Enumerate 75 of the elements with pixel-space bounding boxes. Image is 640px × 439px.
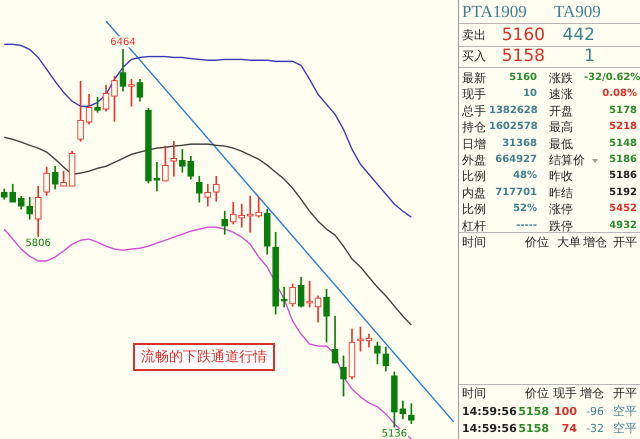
- text: 1602578: [489, 120, 538, 134]
- text: 总手: [462, 104, 486, 118]
- text: 14:59:56: [462, 422, 517, 435]
- text: 442: [562, 24, 595, 46]
- text: 14:59:56: [462, 405, 517, 418]
- text: 昨收: [549, 168, 574, 184]
- text: 5218: [608, 120, 637, 134]
- text: 现手: [552, 385, 577, 402]
- text: 4932: [608, 218, 637, 233]
- candlestick: [306, 280, 313, 308]
- text: 现手: [462, 86, 487, 102]
- text: 内盘: [462, 184, 487, 201]
- candlestick: [94, 96, 101, 113]
- text: 5186: [608, 153, 637, 167]
- text: 增仓: [579, 385, 604, 402]
- text: 昨结: [549, 184, 574, 201]
- text: 31368: [501, 136, 537, 151]
- text: 空平: [612, 420, 637, 437]
- text: TA909: [554, 1, 602, 23]
- text: 持仓: [462, 120, 486, 134]
- text: 52%: [512, 202, 537, 216]
- text: -----: [515, 218, 537, 233]
- text: 比例: [462, 168, 487, 184]
- text: 5160: [500, 24, 545, 46]
- text: -32: [585, 421, 604, 437]
- text: 时间: [462, 234, 487, 251]
- text: 最新: [462, 70, 487, 86]
- text: -32/0.62%: [584, 71, 640, 85]
- text: 速涨: [549, 86, 574, 102]
- annotation: 流畅的下跌通道行情: [133, 343, 275, 371]
- text: 5186: [608, 169, 637, 184]
- text: 买入: [462, 48, 487, 65]
- text: 开平: [612, 385, 637, 402]
- text: 开盘: [549, 102, 574, 119]
- text: 卖出: [462, 27, 487, 44]
- text: 5148: [608, 136, 637, 151]
- text: 74: [560, 421, 577, 437]
- text: 717701: [494, 186, 537, 200]
- text: 48%: [512, 169, 537, 184]
- text: 开平: [612, 234, 637, 251]
- text: 最低: [549, 136, 574, 152]
- text: 5452: [608, 202, 637, 216]
- text: 1382628: [489, 104, 538, 118]
- text: 最高: [549, 119, 574, 136]
- annotation: 6464: [110, 37, 136, 48]
- text: 5158: [518, 405, 549, 418]
- text: 10: [522, 87, 537, 102]
- candlestick: [366, 334, 372, 348]
- text: -96: [585, 404, 604, 420]
- text: 日增: [462, 136, 487, 152]
- text: 5160: [508, 71, 537, 85]
- text: 5178: [608, 104, 637, 118]
- text: 时间: [462, 385, 487, 402]
- text: 杠杆: [462, 218, 487, 234]
- text: 增仓: [582, 234, 607, 251]
- text: 跌停: [549, 218, 574, 234]
- text: 涨跌: [549, 71, 573, 85]
- text: 比例: [462, 201, 487, 218]
- text: 5158: [518, 422, 549, 435]
- annotation: 5136: [382, 428, 408, 439]
- text: 5192: [608, 186, 637, 200]
- text: 空平: [612, 403, 637, 420]
- text: 涨停: [549, 201, 574, 218]
- text: 0.08%: [601, 87, 637, 102]
- text: 1: [583, 46, 595, 67]
- text: 结算价: [549, 152, 586, 168]
- text: 5158: [500, 46, 545, 67]
- annotation: 5806: [25, 238, 51, 250]
- text: 664927: [494, 153, 537, 167]
- text: 价位: [524, 234, 549, 251]
- text: 大单: [556, 234, 581, 251]
- text: 100: [553, 404, 577, 420]
- text: 价位: [524, 385, 549, 402]
- text: PTA1909: [462, 1, 528, 23]
- text: 外盘: [462, 152, 487, 168]
